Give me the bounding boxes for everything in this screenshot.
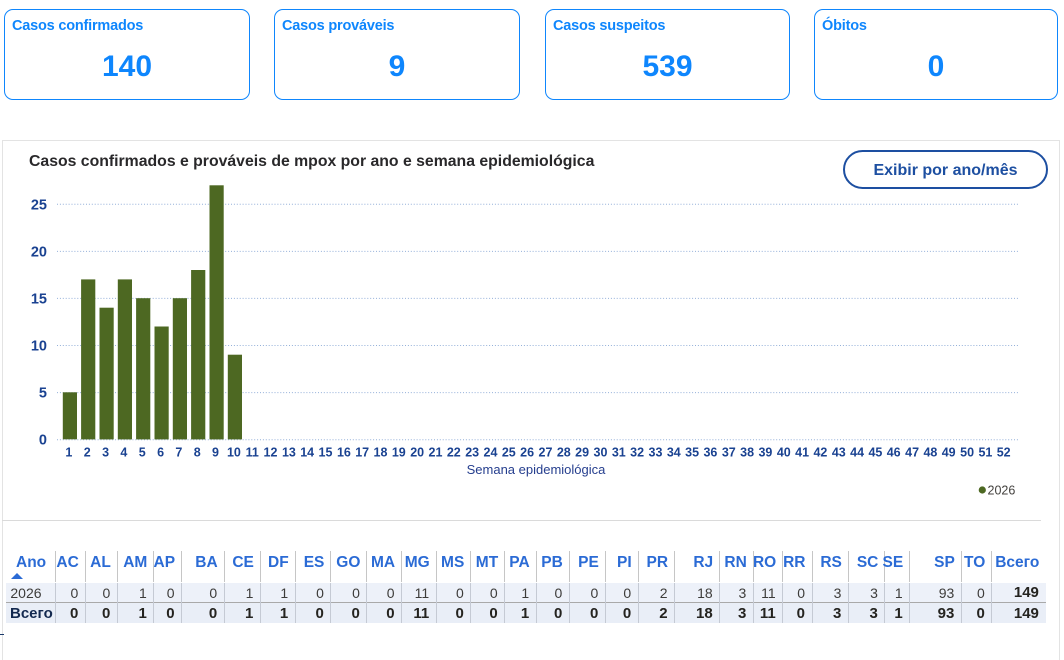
svg-text:22: 22 [447, 446, 461, 460]
svg-text:50: 50 [960, 446, 974, 460]
svg-text:36: 36 [703, 446, 717, 460]
svg-text:23: 23 [465, 446, 479, 460]
svg-text:2: 2 [84, 446, 91, 460]
svg-text:16: 16 [337, 446, 351, 460]
svg-text:44: 44 [850, 446, 864, 460]
svg-text:29: 29 [575, 446, 589, 460]
svg-text:38: 38 [740, 446, 754, 460]
svg-text:5: 5 [39, 386, 47, 402]
svg-text:7: 7 [175, 446, 182, 460]
svg-text:28: 28 [557, 446, 571, 460]
svg-text:Semana epidemiológica: Semana epidemiológica [467, 462, 607, 477]
svg-text:13: 13 [282, 446, 296, 460]
svg-text:3: 3 [102, 446, 109, 460]
svg-text:48: 48 [923, 446, 937, 460]
svg-text:49: 49 [942, 446, 956, 460]
svg-text:10: 10 [227, 446, 241, 460]
svg-text:32: 32 [630, 446, 644, 460]
svg-text:18: 18 [374, 446, 388, 460]
svg-text:41: 41 [795, 446, 809, 460]
svg-text:1: 1 [65, 446, 72, 460]
svg-text:47: 47 [905, 446, 919, 460]
svg-text:12: 12 [264, 446, 278, 460]
svg-text:35: 35 [685, 446, 699, 460]
svg-text:14: 14 [300, 446, 314, 460]
svg-text:8: 8 [194, 446, 201, 460]
svg-text:42: 42 [813, 446, 827, 460]
svg-text:45: 45 [868, 446, 882, 460]
svg-text:5: 5 [139, 446, 146, 460]
svg-text:6: 6 [157, 446, 164, 460]
svg-text:21: 21 [429, 446, 443, 460]
svg-text:34: 34 [667, 446, 681, 460]
svg-text:15: 15 [31, 292, 47, 308]
svg-text:15: 15 [319, 446, 333, 460]
svg-text:20: 20 [410, 446, 424, 460]
svg-text:19: 19 [392, 446, 406, 460]
svg-text:2026: 2026 [988, 483, 1016, 497]
svg-text:17: 17 [355, 446, 369, 460]
svg-text:11: 11 [246, 446, 259, 460]
svg-text:46: 46 [887, 446, 901, 460]
svg-text:20: 20 [31, 245, 47, 261]
svg-text:52: 52 [997, 446, 1011, 460]
svg-text:30: 30 [594, 446, 608, 460]
svg-text:40: 40 [777, 446, 791, 460]
svg-text:10: 10 [31, 339, 47, 355]
svg-text:51: 51 [978, 446, 992, 460]
svg-text:27: 27 [539, 446, 553, 460]
svg-text:4: 4 [120, 446, 127, 460]
svg-text:39: 39 [758, 446, 772, 460]
svg-text:31: 31 [612, 446, 626, 460]
svg-text:26: 26 [520, 446, 534, 460]
svg-text:33: 33 [649, 446, 663, 460]
svg-text:9: 9 [212, 446, 219, 460]
svg-text:25: 25 [502, 446, 516, 460]
svg-text:0: 0 [39, 433, 47, 449]
svg-text:25: 25 [31, 197, 47, 213]
svg-text:37: 37 [722, 446, 736, 460]
svg-text:24: 24 [484, 446, 498, 460]
svg-text:43: 43 [832, 446, 846, 460]
